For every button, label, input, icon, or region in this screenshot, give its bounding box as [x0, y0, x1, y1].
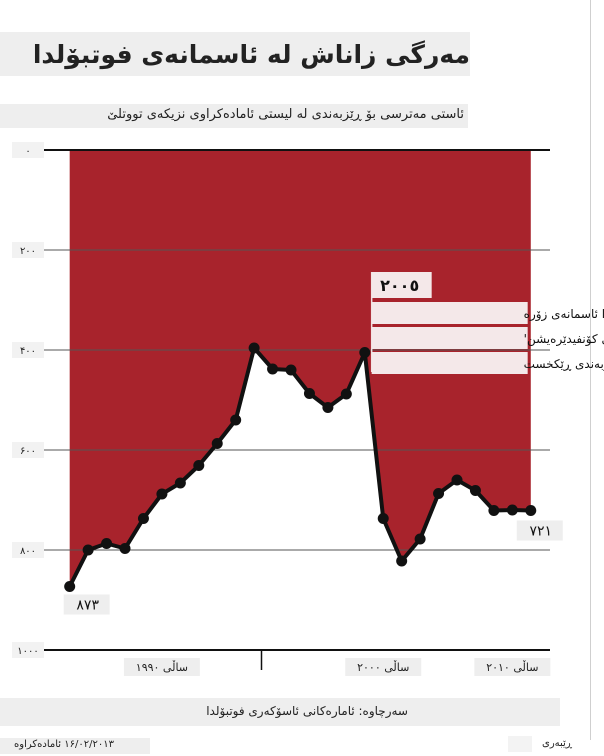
y-tick-label-bg [12, 242, 44, 258]
annotation-line: 'ئاستی کۆنفیدێرەیشن' [524, 332, 604, 347]
y-tick-label-bg [12, 442, 44, 458]
annotation-value: ۲۰۰٥ [380, 276, 419, 295]
y-tick-label-bg [12, 142, 44, 158]
annotation-line: فوتبۆلدا ئاسمانەی زۆرە [524, 307, 604, 322]
source-credit-label: ڕێبەری [542, 738, 572, 749]
y-tick-label: ۰ [25, 146, 30, 157]
point-label: ٨٧٣ [76, 598, 99, 614]
date-band [0, 738, 150, 754]
source-note: سەرچاوە: ئامارەکانی ئاسۆکەری فوتبۆلدا [206, 704, 408, 718]
data-point [285, 364, 297, 376]
data-point [101, 538, 113, 549]
data-point [64, 581, 76, 592]
right-frame-line [590, 0, 591, 740]
data-point [506, 504, 518, 516]
page-title: مەرگی زاناش لە ئاسمانەی فوتبۆلدا [32, 40, 470, 69]
annotation-line-bg [371, 352, 528, 374]
data-point [119, 543, 131, 554]
data-point [193, 460, 205, 471]
data-point [414, 533, 426, 545]
data-point [211, 438, 223, 449]
data-point [174, 477, 186, 489]
x-tick-label-bg [474, 658, 551, 676]
annotation-line: ڕیزبەندی ڕێکخست [524, 357, 604, 372]
source-credit: ڕێبەری [508, 736, 572, 752]
data-point [525, 505, 537, 516]
data-point [137, 513, 149, 524]
data-point [230, 414, 242, 426]
y-tick-label-bg [12, 542, 44, 558]
x-tick-label: ساڵی ۲۰۱۰ [486, 660, 538, 674]
data-point [267, 363, 279, 375]
point-label-bg [516, 520, 563, 541]
data-point [469, 485, 481, 496]
y-tick-label: ۶۰۰ [20, 446, 36, 457]
data-point [451, 474, 463, 486]
title-band [0, 32, 470, 76]
y-tick-label: ۸۰۰ [20, 546, 36, 557]
publish-date: ۱۶/۰۲/۲۰۱۳ ئامادەکراوە [14, 739, 114, 750]
y-tick-label: ۴۰۰ [20, 346, 36, 357]
data-point [156, 488, 168, 500]
subtitle-band [0, 104, 468, 128]
y-tick-label: ۱۰۰۰ [17, 646, 38, 657]
data-point [248, 342, 260, 354]
data-point [322, 402, 334, 413]
x-tick-label: ساڵی ۱۹۹۰ [136, 660, 188, 674]
x-tick-label: ساڵی ۲۰۰۰ [357, 660, 409, 674]
page-subtitle: ئاستی مەترسی بۆ ڕێزبەندی لە لیستی ئامادە… [107, 107, 464, 122]
data-point [396, 555, 408, 567]
y-tick-label-bg [12, 642, 44, 658]
point-label: ٧٢١ [529, 524, 552, 540]
ranking-area-chart: ۰ ۲۰۰ ۴۰۰ ۶۰۰ ۸۰۰ ۱۰۰۰ ٨٧٣ ٧٢١ ۲۰۰٥ فوتبۆلدا ئا… [12, 142, 604, 676]
y-tick-label: ۲۰۰ [20, 246, 36, 257]
data-point [488, 505, 500, 516]
footer-band [0, 698, 560, 726]
data-point [82, 544, 94, 556]
source-logo-icon [508, 736, 532, 752]
data-point [433, 488, 445, 499]
x-tick-label-bg [345, 658, 422, 676]
data-point [359, 347, 371, 358]
point-label-bg [63, 594, 110, 615]
annotation-line-bg [371, 327, 528, 349]
annotation-line-bg [371, 302, 528, 324]
data-point [340, 388, 352, 400]
data-point [377, 513, 389, 524]
data-point [303, 388, 315, 399]
annotation-value-bg [371, 272, 432, 298]
y-tick-label-bg [12, 342, 44, 358]
x-tick-label-bg [123, 658, 200, 676]
